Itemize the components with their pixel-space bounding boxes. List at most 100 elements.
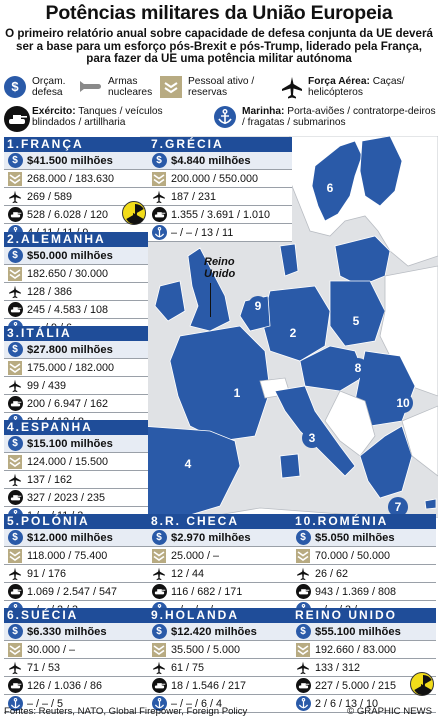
country-stat-air: 269 / 589 (4, 188, 148, 206)
country-stat-budget: $ $4.840 milhões (148, 152, 292, 170)
country-stat-personnel: 200.000 / 550.000 (148, 170, 292, 188)
page-subtitle: O primeiro relatório anual sobre capacid… (5, 27, 433, 66)
country-stat-budget: $ $55.100 milhões (292, 623, 436, 641)
tank-icon (295, 678, 311, 693)
rank-chevron-icon (296, 642, 310, 657)
map-callout-line (210, 283, 211, 317)
country-stat-value: – / – / 13 / 11 (171, 226, 234, 239)
country-stat-budget: $ $5.050 milhões (292, 529, 436, 547)
rank-chevron-icon (8, 642, 22, 657)
legend-nuclear-label: Armas nucleares (108, 76, 153, 99)
map-marker-3[interactable]: 3 (302, 428, 322, 448)
anchor-icon (151, 225, 167, 240)
country-stat-personnel: 35.500 / 5.000 (148, 641, 292, 659)
map-marker-4[interactable]: 4 (178, 454, 198, 474)
rank-chevron-icon (152, 642, 166, 657)
legend-air-label: Força Aérea: Caças/ helicópteros (308, 76, 434, 99)
page-title: Potências militares da União Europeia (45, 2, 393, 24)
anchor-icon (295, 696, 311, 711)
rank-chevron-icon (160, 76, 182, 98)
country-stat-value: $41.500 milhões (27, 154, 113, 167)
country-stat-value: 1.069 / 2.547 / 547 (27, 585, 118, 598)
country-stat-budget: $ $27.800 milhões (4, 341, 148, 359)
country-stat-value: 268.000 / 183.630 (27, 172, 115, 185)
jet-icon (151, 661, 167, 675)
dollar-icon: $ (7, 248, 23, 263)
jet-icon (7, 567, 23, 581)
country-block: 2.ALEMANHA $ $50.000 milhões 182.650 / 30.0… (4, 232, 148, 337)
map-marker-1[interactable]: 1 (227, 383, 247, 403)
country-stat-value: 175.000 / 182.000 (27, 361, 115, 374)
dollar-icon: $ (295, 530, 311, 545)
country-stat-value: 137 / 162 (27, 473, 73, 486)
country-stat-value: 2 / 6 / 13 / 10 (315, 697, 379, 710)
country-stat-navy: – / – / 13 / 11 (148, 224, 292, 242)
map-marker-2[interactable]: 2 (283, 323, 303, 343)
dollar-icon: $ (7, 530, 23, 545)
country-stat-budget: $ $12.420 milhões (148, 623, 292, 641)
country-stat-value: 61 / 75 (171, 661, 205, 674)
country-stat-value: $2.970 milhões (171, 531, 251, 544)
country-stat-value: $15.100 milhões (27, 437, 113, 450)
dollar-icon: $ (151, 530, 167, 545)
country-stat-air: 137 / 162 (4, 471, 148, 489)
country-stat-value: 269 / 589 (27, 190, 73, 203)
country-stat-value: 192.660 / 83.000 (315, 643, 397, 656)
map-marker-9[interactable]: 9 (248, 296, 268, 316)
legend: $ Orçam. defesa Armas nucleares Pessoal … (0, 0, 438, 136)
map-marker-10[interactable]: 10 (393, 393, 413, 413)
rank-chevron-icon (8, 266, 22, 281)
rank-chevron-icon (152, 548, 166, 563)
country-stat-army: 200 / 6.947 / 162 (4, 395, 148, 413)
legend-navy-label: Marinha: Porta-aviões / contratorpe-deir… (242, 106, 436, 129)
country-stat-value: 182.650 / 30.000 (27, 267, 109, 280)
country-stat-value: 227 / 5.000 / 215 (315, 679, 397, 692)
country-stat-army: 327 / 2023 / 235 (4, 489, 148, 507)
country-stat-air: 26 / 62 (292, 565, 436, 583)
country-block: 8.R. CHECA $ $2.970 milhões 25.000 / – 12 / … (148, 514, 292, 619)
rank-chevron-icon (8, 454, 22, 469)
jet-icon (7, 379, 23, 393)
country-stat-value: $50.000 milhões (27, 249, 113, 262)
country-stat-value: $27.800 milhões (27, 343, 113, 356)
tank-icon (7, 584, 23, 599)
country-stat-budget: $ $15.100 milhões (4, 435, 148, 453)
country-stat-value: 25.000 / – (171, 549, 220, 562)
footer-sources: Fontes: Reuters, NATO, Global Firepower,… (4, 706, 248, 717)
country-header: 5.POLÓNIA (4, 514, 148, 529)
legend-army-title: Exército: (32, 106, 76, 117)
tank-icon (4, 106, 30, 132)
country-stat-value: 245 / 4.583 / 108 (27, 303, 109, 316)
map-svg (140, 136, 438, 518)
country-stat-value: 70.000 / 50.000 (315, 549, 391, 562)
rank-chevron-icon (8, 171, 22, 186)
country-stat-personnel: 118.000 / 75.400 (4, 547, 148, 565)
map-marker-8[interactable]: 8 (348, 358, 368, 378)
country-stat-army: 245 / 4.583 / 108 (4, 301, 148, 319)
country-stat-navy: – / – / 6 / 4 (148, 695, 292, 713)
rank-chevron-icon (8, 548, 22, 563)
country-stat-value: 128 / 386 (27, 285, 73, 298)
country-stat-army: 227 / 5.000 / 215 (292, 677, 436, 695)
nuclear-radiation-icon (410, 672, 434, 696)
tank-icon (7, 678, 23, 693)
country-stat-air: 61 / 75 (148, 659, 292, 677)
jet-icon (151, 567, 167, 581)
country-stat-air: 99 / 439 (4, 377, 148, 395)
country-stat-personnel: 70.000 / 50.000 (292, 547, 436, 565)
country-stat-value: $55.100 milhões (315, 625, 401, 638)
rank-chevron-icon (8, 360, 22, 375)
country-stat-value: 126 / 1.036 / 86 (27, 679, 103, 692)
country-stat-value: 35.500 / 5.000 (171, 643, 241, 656)
map-label-uk: Reino Unido (204, 256, 236, 280)
map-marker-5[interactable]: 5 (346, 311, 366, 331)
country-stat-budget: $ $41.500 milhões (4, 152, 148, 170)
country-stat-army: 1.355 / 3.691 / 1.010 (148, 206, 292, 224)
map-marker-6[interactable]: 6 (320, 178, 340, 198)
country-stat-personnel: 182.650 / 30.000 (4, 265, 148, 283)
country-stat-value: 200.000 / 550.000 (171, 172, 259, 185)
map-marker-7[interactable]: 7 (388, 497, 408, 517)
jet-icon (295, 661, 311, 675)
country-stat-budget: $ $12.000 milhões (4, 529, 148, 547)
country-header: 8.R. CHECA (148, 514, 292, 529)
